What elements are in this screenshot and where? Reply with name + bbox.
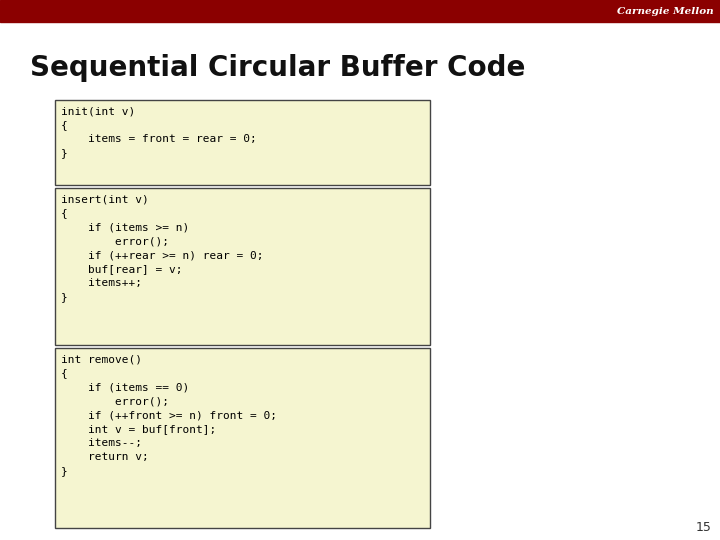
Bar — [55, 348, 430, 528]
Bar — [0, 0, 720, 22]
Text: Carnegie Mellon: Carnegie Mellon — [617, 6, 714, 16]
Bar — [55, 188, 430, 345]
Text: 15: 15 — [696, 521, 712, 534]
Text: Sequential Circular Buffer Code: Sequential Circular Buffer Code — [30, 54, 526, 82]
Text: init(int v)
{
    items = front = rear = 0;
}: init(int v) { items = front = rear = 0; … — [61, 106, 257, 158]
Text: insert(int v)
{
    if (items >= n)
        error();
    if (++rear >= n) rear =: insert(int v) { if (items >= n) error();… — [61, 194, 264, 302]
Text: int remove()
{
    if (items == 0)
        error();
    if (++front >= n) front : int remove() { if (items == 0) error(); … — [61, 354, 277, 476]
Bar — [55, 100, 430, 185]
